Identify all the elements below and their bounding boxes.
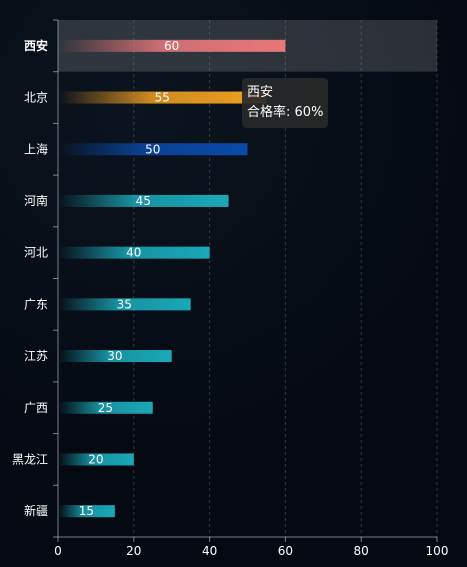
bar[interactable] xyxy=(58,350,172,363)
value-label: 60 xyxy=(164,39,179,53)
category-label: 西安 xyxy=(24,38,48,53)
x-tick-label: 20 xyxy=(126,544,141,558)
x-tick-label: 0 xyxy=(54,544,62,558)
value-label: 30 xyxy=(107,349,122,363)
value-label: 45 xyxy=(136,194,151,208)
value-label: 20 xyxy=(88,452,103,466)
x-tick-label: 40 xyxy=(202,544,217,558)
bar[interactable] xyxy=(58,194,229,207)
tooltip-value: 60% xyxy=(294,105,324,120)
category-label: 新疆 xyxy=(24,503,48,518)
value-label: 50 xyxy=(145,142,160,156)
tooltip-line: 合格率: 60% xyxy=(247,105,324,120)
category-label: 河北 xyxy=(24,246,48,260)
value-label: 55 xyxy=(155,91,170,105)
bar[interactable] xyxy=(58,401,153,414)
bar[interactable] xyxy=(58,505,115,518)
x-tick-label: 60 xyxy=(278,544,293,558)
bar[interactable] xyxy=(58,453,134,466)
bar[interactable] xyxy=(58,91,267,104)
value-label: 25 xyxy=(98,401,113,415)
category-label: 河南 xyxy=(24,193,48,208)
x-tick-label: 100 xyxy=(426,544,449,558)
value-label: 40 xyxy=(126,246,141,260)
category-label: 北京 xyxy=(24,91,48,105)
bar[interactable] xyxy=(58,298,191,311)
tooltip-title: 西安 xyxy=(247,85,274,100)
bar[interactable] xyxy=(58,246,210,259)
value-label: 35 xyxy=(117,297,132,311)
x-tick-label: 80 xyxy=(354,544,369,558)
bar[interactable] xyxy=(58,143,248,156)
chart-tooltip: 西安 合格率: 60% xyxy=(242,78,328,128)
category-label: 广西 xyxy=(24,401,48,415)
value-label: 15 xyxy=(79,504,94,518)
bar[interactable] xyxy=(58,39,286,52)
category-label: 上海 xyxy=(24,141,48,156)
category-label: 黑龙江 xyxy=(12,452,48,466)
tooltip-label: 合格率 xyxy=(247,105,287,120)
category-label: 广东 xyxy=(24,297,48,311)
category-label: 江苏 xyxy=(24,349,48,363)
